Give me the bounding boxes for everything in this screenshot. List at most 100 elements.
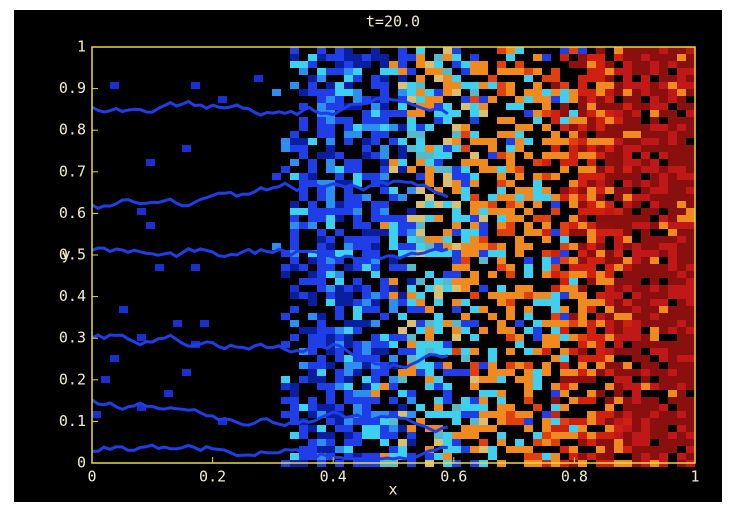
- field-cell: [650, 201, 659, 208]
- field-cell: [479, 215, 488, 222]
- field-cell: [479, 222, 488, 229]
- field-cell: [659, 341, 668, 348]
- field-cell: [686, 446, 695, 453]
- field-cell: [434, 152, 443, 159]
- field-cell: [371, 348, 380, 355]
- field-cell: [371, 243, 380, 250]
- field-cell: [587, 327, 596, 334]
- field-cell: [677, 173, 686, 180]
- field-cell: [317, 68, 326, 75]
- field-cell: [614, 362, 623, 369]
- field-cell: [488, 271, 497, 278]
- field-cell: [668, 439, 677, 446]
- field-cell: [443, 173, 452, 180]
- field-cell: [488, 453, 497, 460]
- field-cell: [524, 327, 533, 334]
- field-cell: [686, 292, 695, 299]
- field-cell: [542, 425, 551, 432]
- field-cell: [371, 117, 380, 124]
- field-cell: [677, 425, 686, 432]
- field-cell: [434, 166, 443, 173]
- field-cell: [290, 173, 299, 180]
- x-tick-label: 0.8: [561, 468, 588, 486]
- field-cell: [434, 236, 443, 243]
- field-cell: [389, 166, 398, 173]
- field-cell: [353, 159, 362, 166]
- field-cell: [335, 369, 344, 376]
- field-cell: [470, 82, 479, 89]
- field-cell: [497, 411, 506, 418]
- field-cell: [371, 152, 380, 159]
- field-cell: [659, 348, 668, 355]
- field-cell: [668, 376, 677, 383]
- field-cell: [560, 103, 569, 110]
- field-cell: [317, 439, 326, 446]
- field-cell: [677, 453, 686, 460]
- field-cell: [470, 418, 479, 425]
- field-cell: [614, 383, 623, 390]
- field-cell: [641, 208, 650, 215]
- y-tick-label: 0: [77, 454, 86, 472]
- field-cell: [434, 453, 443, 460]
- field-cell: [371, 131, 380, 138]
- field-cell: [353, 327, 362, 334]
- field-cell: [389, 425, 398, 432]
- field-cell: [605, 138, 614, 145]
- field-cell: [587, 75, 596, 82]
- field-cell: [506, 299, 515, 306]
- field-cell: [389, 138, 398, 145]
- field-cell: [380, 292, 389, 299]
- field-cell: [344, 383, 353, 390]
- field-cell: [596, 194, 605, 201]
- field-cell: [362, 432, 371, 439]
- field-cell: [533, 453, 542, 460]
- field-cell: [542, 439, 551, 446]
- field-cell: [353, 54, 362, 61]
- field-cell: [686, 341, 695, 348]
- field-cell: [560, 166, 569, 173]
- field-cell: [380, 187, 389, 194]
- field-cell: [542, 187, 551, 194]
- field-cell: [389, 383, 398, 390]
- field-cell: [479, 306, 488, 313]
- chart-title: t=20.0: [366, 13, 420, 31]
- field-cell: [614, 327, 623, 334]
- field-cell: [551, 208, 560, 215]
- field-cell: [416, 54, 425, 61]
- field-cell: [623, 131, 632, 138]
- field-cell: [551, 75, 560, 82]
- field-cell: [443, 285, 452, 292]
- field-cell: [461, 166, 470, 173]
- field-cell: [317, 75, 326, 82]
- field-cell: [596, 103, 605, 110]
- field-cell: [281, 376, 290, 383]
- field-cell: [371, 54, 380, 61]
- field-cell: [560, 327, 569, 334]
- field-cell: [650, 306, 659, 313]
- field-cell: [146, 159, 155, 166]
- field-cell: [650, 446, 659, 453]
- field-cell: [326, 166, 335, 173]
- field-cell: [380, 313, 389, 320]
- field-cell: [560, 362, 569, 369]
- field-cell: [560, 285, 569, 292]
- field-cell: [686, 103, 695, 110]
- field-cell: [578, 432, 587, 439]
- field-cell: [623, 187, 632, 194]
- field-cell: [659, 313, 668, 320]
- field-cell: [677, 187, 686, 194]
- field-cell: [272, 173, 281, 180]
- field-cell: [398, 103, 407, 110]
- field-cell: [650, 411, 659, 418]
- field-cell: [623, 82, 632, 89]
- field-cell: [587, 250, 596, 257]
- field-cell: [407, 89, 416, 96]
- field-cell: [326, 264, 335, 271]
- field-cell: [632, 411, 641, 418]
- field-cell: [596, 117, 605, 124]
- field-cell: [668, 187, 677, 194]
- field-cell: [479, 82, 488, 89]
- field-cell: [362, 341, 371, 348]
- field-cell: [515, 173, 524, 180]
- field-cell: [596, 432, 605, 439]
